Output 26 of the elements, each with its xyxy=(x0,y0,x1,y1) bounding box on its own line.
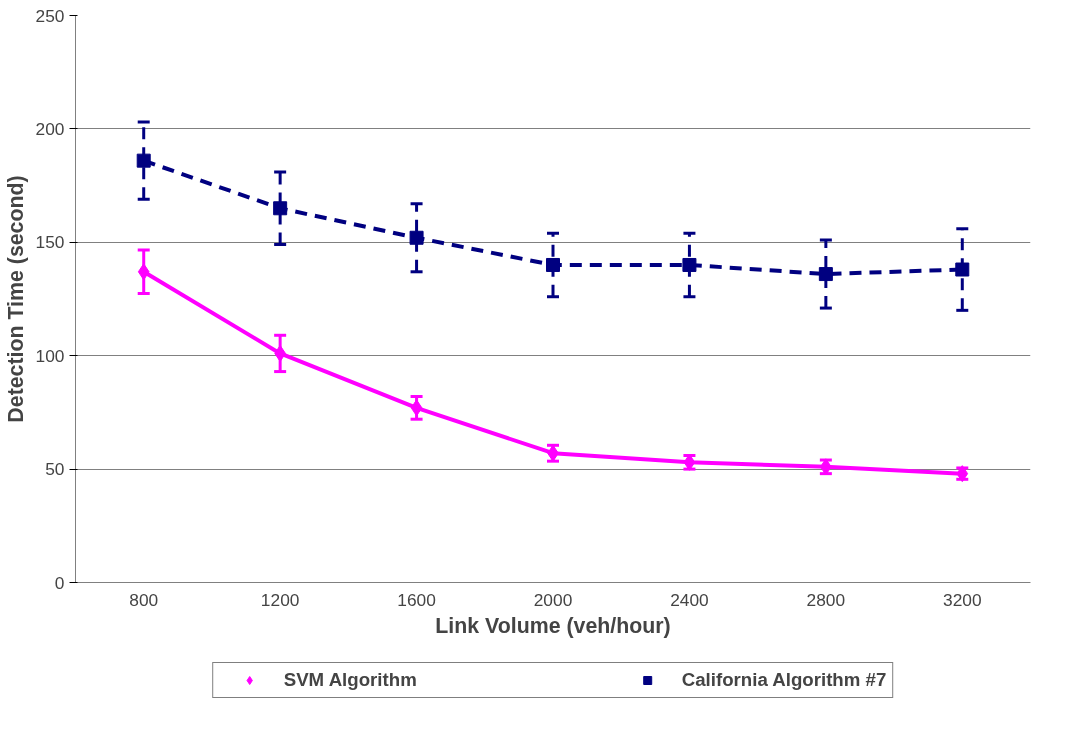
x-tick-label: 2400 xyxy=(670,589,709,610)
point xyxy=(955,262,970,277)
point xyxy=(546,257,560,272)
x-tick-label: 2000 xyxy=(533,589,573,610)
point xyxy=(273,201,288,216)
x-tick-label: 800 xyxy=(129,589,159,610)
legend-label: California Algorithm #7 xyxy=(681,669,887,691)
x-tick-label: 2800 xyxy=(806,589,846,610)
y-tick-label: 100 xyxy=(35,345,65,366)
y-tick-label: 0 xyxy=(54,572,65,593)
point xyxy=(409,230,424,245)
point xyxy=(136,153,151,168)
point xyxy=(137,263,150,281)
x-axis-title: Link Volume (veh/hour) xyxy=(435,613,671,638)
y-tick-label: 200 xyxy=(35,118,65,139)
y-tick-label: 150 xyxy=(35,232,65,253)
y-axis-title: Detection Time (second) xyxy=(3,175,28,423)
legend-label: SVM Algorithm xyxy=(283,669,417,691)
y-tick-label: 250 xyxy=(35,5,65,26)
point xyxy=(818,267,833,282)
point xyxy=(682,257,697,272)
x-tick-label: 1600 xyxy=(397,589,436,610)
point xyxy=(410,399,423,417)
x-tick-label: 3200 xyxy=(943,589,982,610)
x-tick-label: 1200 xyxy=(260,589,300,610)
y-tick-label: 50 xyxy=(45,459,65,480)
